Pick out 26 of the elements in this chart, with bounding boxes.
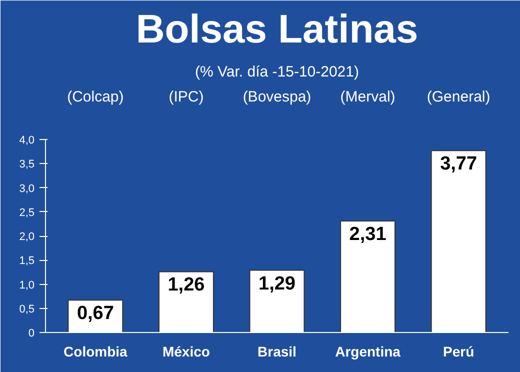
y-tick-label: 2,5 (19, 206, 35, 219)
data-label: 1,29 (258, 273, 296, 294)
y-tick-label: 0,5 (19, 303, 35, 316)
text: (Bovespa) (242, 88, 312, 106)
x-tick-label: Argentina (335, 344, 401, 360)
x-tick-label: México (162, 344, 210, 360)
y-tick-label: 2,0 (19, 231, 35, 243)
x-tick-label: Brasil (258, 344, 296, 360)
data-label: 1,26 (168, 274, 205, 296)
text: (IPC) (168, 88, 204, 106)
y-tick-label: 1,5 (19, 255, 35, 268)
text: (Merval) (340, 88, 396, 106)
text: (General) (426, 88, 490, 106)
chart-subtitle: (% Var. día -15-10-2021) (195, 64, 359, 80)
y-tick-label: 0 (28, 328, 35, 340)
x-tick-label: Perú (443, 344, 474, 360)
x-tick-label: Colombia (64, 344, 128, 360)
data-label: 2,31 (349, 224, 387, 246)
y-tick-label: 3,5 (19, 158, 35, 171)
data-label: 3,77 (440, 154, 478, 175)
chart-title: Bolsas Latinas (136, 8, 418, 52)
text: (Colcap) (67, 88, 124, 106)
y-tick-label: 4,0 (19, 134, 35, 146)
data-label: 0,67 (76, 303, 114, 324)
y-tick-label: 1,0 (19, 279, 35, 292)
y-tick-label: 3,0 (19, 182, 35, 195)
